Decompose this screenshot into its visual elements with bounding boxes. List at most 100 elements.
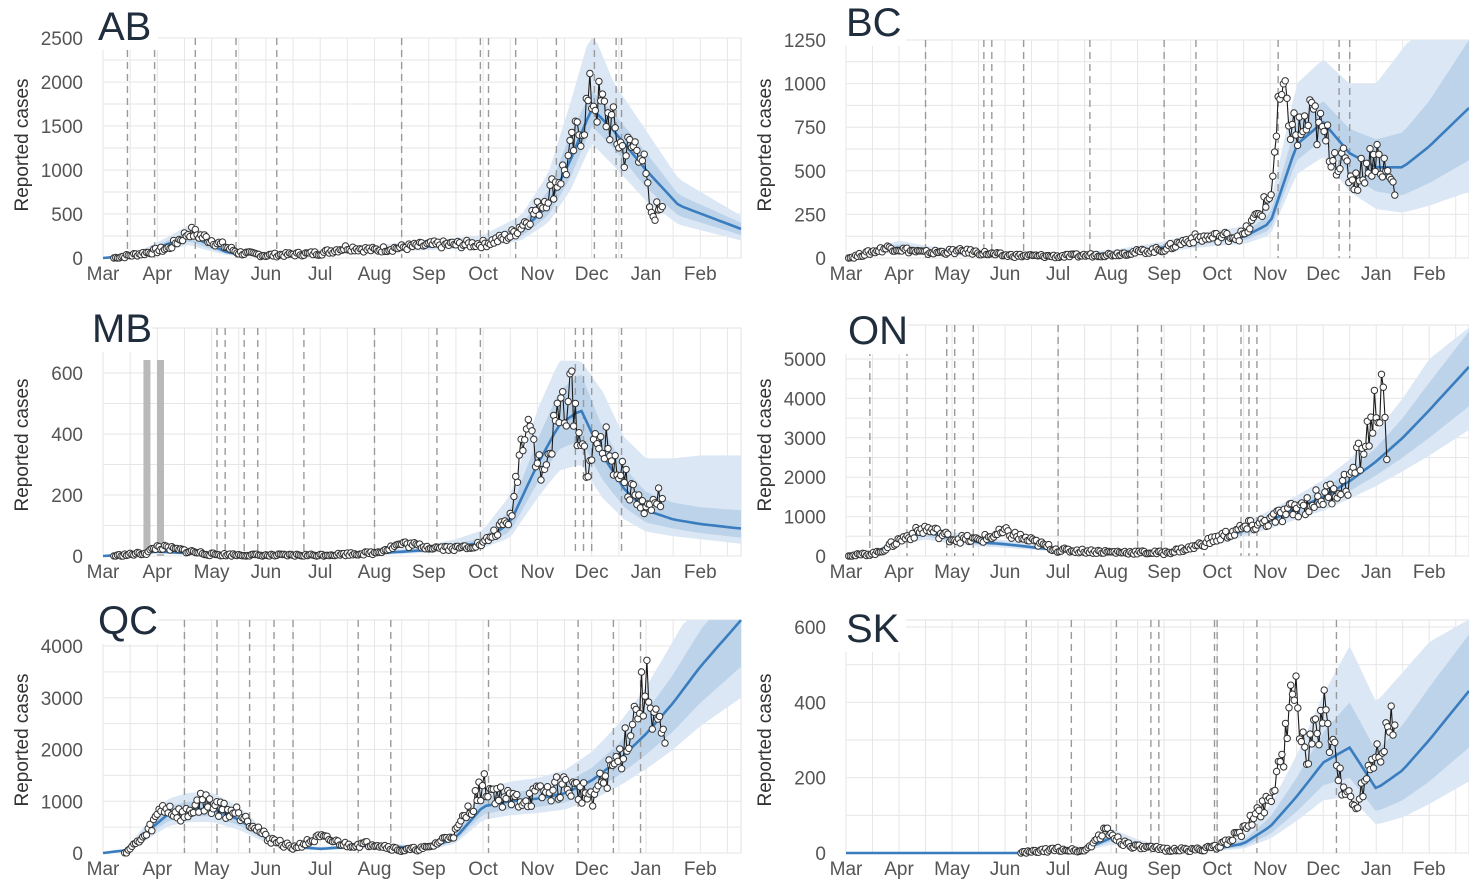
observed-point (530, 435, 538, 443)
observed-point (645, 698, 653, 706)
x-tick-label: May (194, 264, 230, 285)
x-tick-label: Nov (520, 264, 554, 285)
observed-point (502, 794, 510, 803)
x-tick-label: Feb (684, 264, 717, 285)
x-tick-label: Jun (251, 264, 282, 285)
x-tick-label: Dec (1306, 264, 1340, 285)
y-tick-label: 0 (815, 547, 826, 568)
observed-point (620, 478, 628, 487)
y-tick-label: 1000 (784, 75, 826, 96)
observed-point (944, 530, 952, 538)
y-tick-label: 0 (72, 249, 83, 270)
observed-point (602, 423, 610, 431)
observed-point (1377, 758, 1385, 766)
observed-point (1389, 178, 1397, 186)
observed-point (495, 796, 503, 805)
observed-point (622, 152, 630, 160)
x-tick-label: Jul (308, 859, 332, 880)
observed-point (628, 720, 637, 729)
observed-point (599, 779, 608, 787)
x-tick-label: Jan (1361, 859, 1392, 880)
observed-point (1312, 486, 1320, 494)
observed-point (166, 802, 174, 810)
observed-point (548, 450, 556, 458)
observed-point (633, 146, 641, 155)
observed-point (1308, 740, 1316, 748)
observed-point (1103, 824, 1112, 832)
observed-point (148, 827, 156, 835)
observed-point (1269, 172, 1277, 180)
y-tick-label: 1250 (784, 31, 826, 52)
panel-on: ON 0 1000 2000 3000 4000 5000 Mar Apr May Jun Jul Au… (755, 306, 1469, 583)
x-tick-label: Aug (1094, 264, 1128, 285)
x-tick-label: Dec (1306, 562, 1340, 583)
y-axis-label: Reported cases (12, 378, 33, 511)
x-tick-label: Dec (1306, 859, 1340, 880)
observed-point (1319, 500, 1327, 509)
observed-point (1362, 775, 1371, 783)
observed-point (1348, 176, 1357, 184)
x-tick-label: Jan (631, 562, 662, 583)
observed-point (586, 69, 594, 78)
observed-point (1330, 485, 1338, 493)
observed-point (1304, 760, 1313, 768)
observed-point (658, 202, 666, 211)
observed-point (1246, 225, 1254, 233)
observed-point (595, 444, 603, 453)
observed-point (215, 812, 223, 820)
observed-point (638, 157, 647, 165)
observed-point (1389, 731, 1397, 739)
observed-point (1283, 734, 1291, 743)
observed-point (557, 180, 565, 188)
observed-point (573, 118, 581, 126)
observed-point (1301, 743, 1309, 751)
observed-point (627, 732, 635, 740)
y-tick-label: 600 (51, 364, 83, 385)
observed-point (1292, 672, 1300, 680)
x-tick-label: Nov (520, 562, 554, 583)
observed-point (1299, 501, 1308, 509)
x-tick-label: Jun (990, 562, 1021, 583)
x-tick-label: Apr (884, 562, 914, 583)
y-tick-label: 0 (815, 844, 826, 865)
observed-point (1344, 491, 1352, 499)
x-tick-label: Jun (990, 859, 1021, 880)
x-tick-label: Apr (884, 859, 914, 880)
observed-point (142, 831, 151, 839)
observed-point (1235, 237, 1243, 245)
observed-point (562, 170, 570, 179)
observed-point (603, 784, 611, 792)
observed-point (513, 790, 521, 799)
y-tick-label: 200 (51, 486, 83, 507)
observed-point (591, 430, 599, 438)
y-tick-label: 2500 (41, 29, 83, 50)
y-tick-label: 1000 (41, 792, 83, 813)
observed-point (1283, 94, 1291, 103)
observed-point (619, 755, 628, 763)
observed-point (659, 725, 667, 733)
y-tick-label: 3000 (41, 689, 83, 710)
observed-point (618, 457, 627, 466)
observed-point (569, 422, 578, 430)
x-tick-label: Oct (1202, 859, 1232, 880)
observed-point (508, 512, 516, 520)
y-tick-label: 500 (51, 205, 83, 226)
x-tick-label: Nov (1253, 562, 1287, 583)
x-tick-label: Sep (1147, 859, 1181, 880)
x-tick-label: Jul (308, 264, 332, 285)
observed-point (661, 739, 669, 747)
observed-point (584, 96, 592, 105)
title-box (844, 306, 908, 354)
band-inner (103, 374, 741, 556)
panel-title: QC (98, 599, 158, 643)
observed-point (910, 534, 918, 542)
observed-point (559, 388, 567, 396)
title-box (94, 2, 158, 50)
observed-point (538, 793, 546, 802)
observed-point (1280, 763, 1288, 771)
observed-point (471, 787, 479, 795)
observed-point (220, 799, 228, 808)
x-tick-label: May (194, 562, 230, 583)
observed-point (607, 457, 616, 465)
